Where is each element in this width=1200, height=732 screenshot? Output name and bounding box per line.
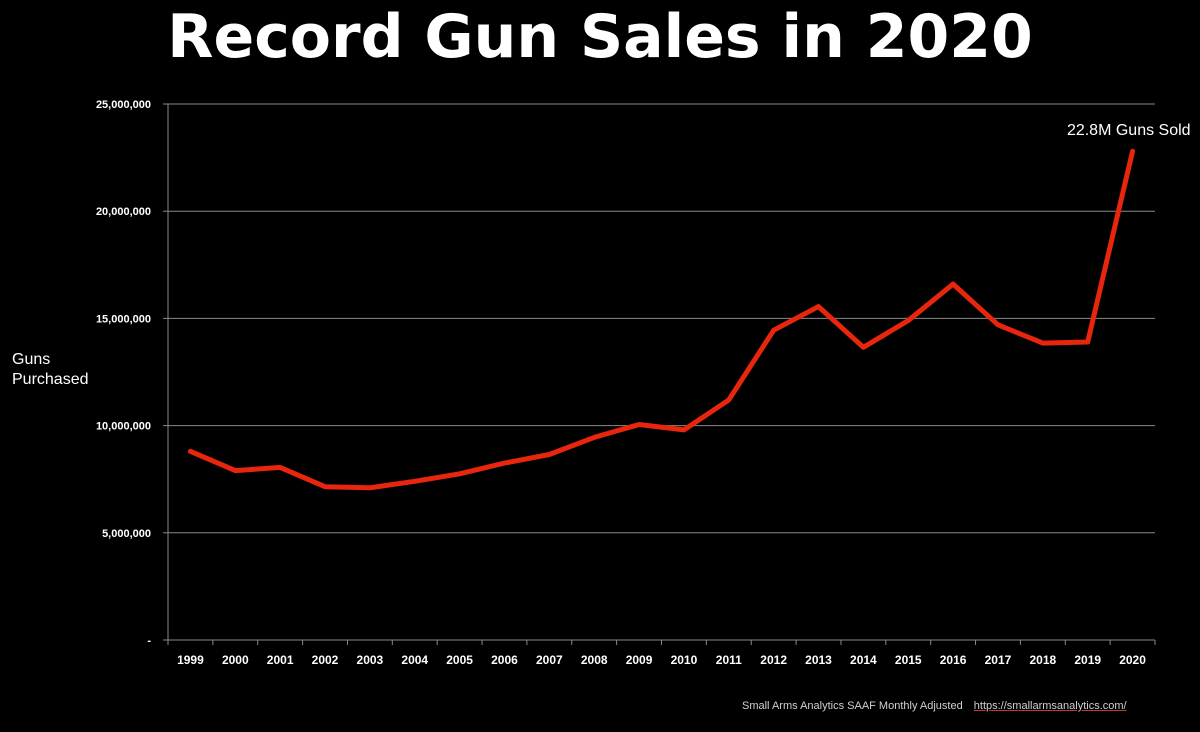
series-line: [187, 148, 1136, 491]
x-tick-label: 2013: [805, 653, 832, 667]
x-tick-label: 2006: [491, 653, 518, 667]
source-link[interactable]: https://smallarmsanalytics.com/: [973, 700, 1127, 712]
chart-title: Record Gun Sales in 2020: [167, 2, 1033, 72]
annotations: 22.8M Guns Sold: [1067, 122, 1191, 139]
x-tick-label: 2016: [940, 653, 967, 667]
x-tick-label: 2019: [1074, 653, 1101, 667]
x-tick-label: 2000: [222, 653, 249, 667]
y-tick-label: 10,000,000: [96, 421, 151, 433]
x-tick-label: 2001: [267, 653, 294, 667]
y-axis-label: Guns Purchased: [12, 351, 89, 388]
x-tick-label: 2005: [446, 653, 473, 667]
x-tick-label: 2017: [985, 653, 1012, 667]
x-tick-label: 1999: [177, 653, 204, 667]
y-tick-label: 15,000,000: [96, 313, 151, 325]
y-tick-label: 20,000,000: [96, 206, 151, 218]
gridlines: [168, 103, 1155, 534]
annotation-label: 22.8M Guns Sold: [1067, 122, 1191, 139]
x-tick-label: 2011: [716, 653, 742, 667]
x-tick-label: 2014: [850, 653, 877, 667]
x-tick-labels: 1999 2000 2001 2002 2003 2004 2005 2006 2007 2008…: [177, 653, 1146, 667]
x-tick-label: 2007: [536, 653, 563, 667]
y-tick-label: -: [147, 635, 151, 647]
x-tick-label: 2002: [312, 653, 339, 667]
source-text: Small Arms Analytics SAAF Monthly Adjust…: [742, 700, 963, 712]
y-tick-label: 5,000,000: [102, 528, 151, 540]
x-tick-label: 2008: [581, 653, 608, 667]
series-layer: [187, 148, 1136, 491]
y-tick-label: 25,000,000: [96, 99, 151, 111]
x-tick-label: 2010: [671, 653, 698, 667]
x-tick-label: 2020: [1119, 653, 1146, 667]
x-tick-label: 2003: [357, 653, 384, 667]
x-tick-label: 2009: [626, 653, 653, 667]
x-tick-label: 2015: [895, 653, 922, 667]
axes: [163, 103, 1156, 645]
y-tick-labels: - 5,000,000 10,000,000 15,000,000 20,000,000…: [96, 99, 151, 647]
source-note: Small Arms Analytics SAAF Monthly Adjust…: [742, 700, 1127, 712]
x-tick-label: 2012: [760, 653, 787, 667]
x-tick-label: 2004: [401, 653, 428, 667]
x-tick-label: 2018: [1029, 653, 1056, 667]
